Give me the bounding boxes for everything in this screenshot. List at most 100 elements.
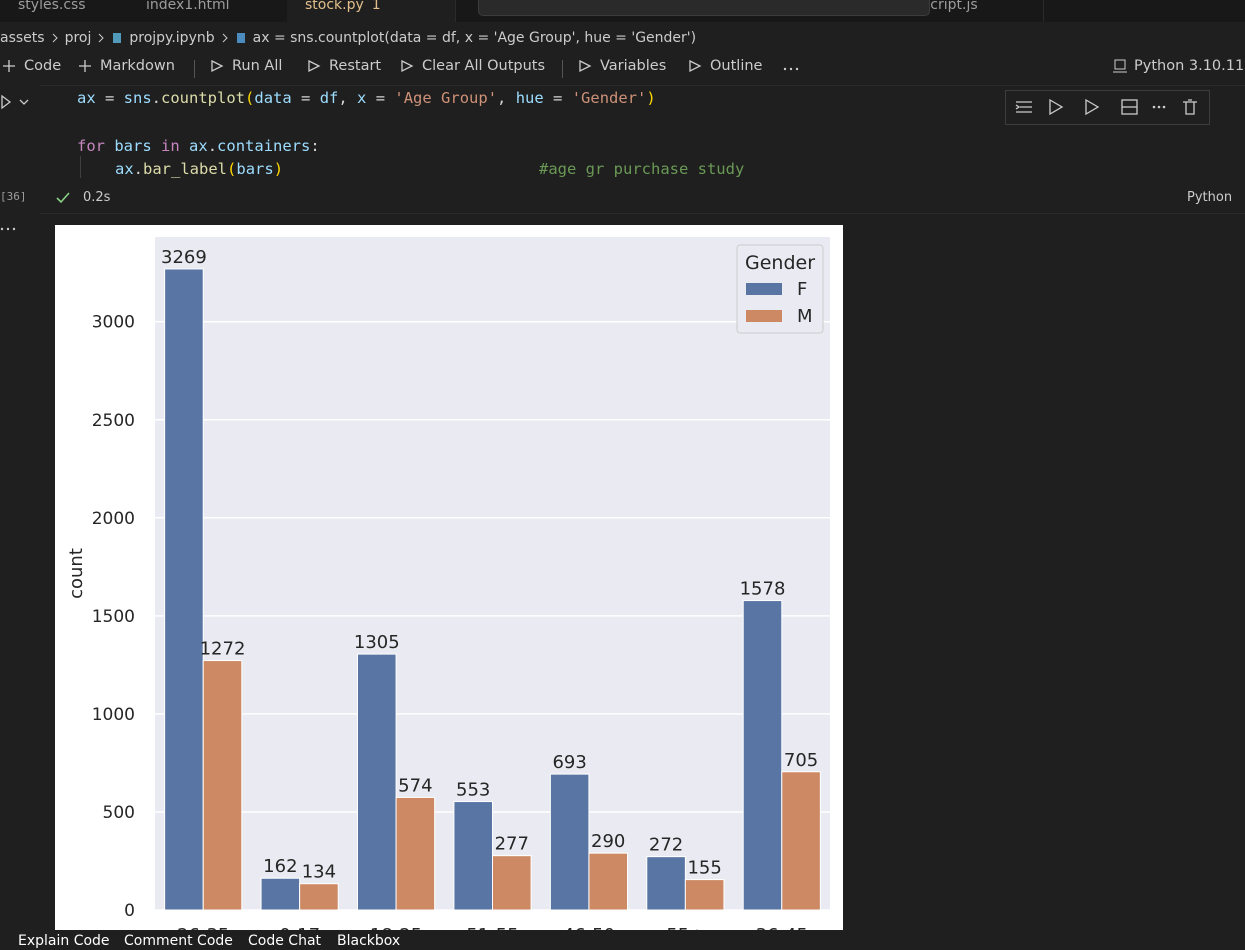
icon-shape <box>79 60 91 72</box>
toolbar-button[interactable]: Variables <box>576 58 666 74</box>
status-item[interactable]: Comment Code <box>124 933 233 949</box>
toolbar-button[interactable]: Markdown <box>76 58 175 74</box>
legend-label: F <box>797 279 807 300</box>
breadcrumb-item[interactable]: assets <box>0 30 45 46</box>
icon-shape <box>3 60 15 72</box>
cell-run-toggle[interactable] <box>0 92 34 116</box>
code-token: ) <box>646 89 656 107</box>
value-label: 290 <box>591 831 625 852</box>
breadcrumb-item[interactable]: projpy.ipynb <box>129 30 215 46</box>
cell-status: 0.2s <box>55 190 110 205</box>
x-tick-label: 36-45 <box>756 925 808 930</box>
toolbar-button[interactable]: Run All <box>208 58 282 74</box>
editor-tab[interactable]: styles.css <box>0 0 139 22</box>
status-item[interactable]: Code Chat <box>248 933 322 949</box>
breadcrumb-item[interactable]: proj <box>64 30 92 46</box>
indent-guide <box>80 156 81 178</box>
kernel-name: Python 3.10.11 <box>1134 58 1245 74</box>
output-menu[interactable] <box>0 222 20 238</box>
toolbar-icon <box>211 59 224 73</box>
bar <box>742 600 783 911</box>
code-token: hue <box>515 89 544 107</box>
tab-bar: styles.css index1.html stock.py 1 script.js <box>0 0 1245 22</box>
value-label: 162 <box>263 856 297 877</box>
y-tick-label: 1000 <box>92 705 135 725</box>
command-center[interactable] <box>478 0 930 16</box>
toolbar-icon <box>689 59 702 73</box>
legend-label: M <box>797 306 813 327</box>
code-token: . <box>151 89 162 107</box>
toolbar-label: Variables <box>600 58 667 74</box>
toolbar-button[interactable]: Restart <box>305 58 381 74</box>
chart: 0 500 1000 1500 2000 2500 3000 count 26-35 3269 12… <box>66 237 830 930</box>
editor-tab[interactable]: index1.html <box>128 0 299 22</box>
success-check <box>56 191 70 203</box>
toolbar-button[interactable]: Clear All Outputs <box>398 58 545 74</box>
value-label: 553 <box>456 780 490 801</box>
toolbar-icon <box>79 60 91 72</box>
kernel-picker[interactable]: Python 3.10.11 <box>1112 58 1244 74</box>
code-token: in <box>161 137 180 155</box>
y-tick-label: 1500 <box>92 607 135 627</box>
code-token: bars <box>236 160 274 178</box>
y-tick-label: 2500 <box>92 411 135 431</box>
code-token: , <box>497 89 516 107</box>
value-label: 693 <box>552 752 586 773</box>
dot <box>789 67 793 71</box>
cell-language[interactable]: Python <box>1187 190 1233 205</box>
code-token: ax <box>77 89 96 107</box>
breadcrumb-icon <box>113 33 122 43</box>
icon-shape <box>236 33 245 43</box>
value-label: 155 <box>687 858 721 879</box>
status-item[interactable]: Explain Code <box>18 933 110 949</box>
toolbar-icon <box>401 59 414 73</box>
code-token: = <box>543 89 572 107</box>
code-token: bar_label <box>143 160 228 178</box>
toolbar-label: Outline <box>710 58 763 74</box>
bar <box>357 653 397 911</box>
y-tick-label: 3000 <box>92 313 135 333</box>
status-item[interactable]: Blackbox <box>337 933 401 949</box>
ellipsis <box>0 227 16 231</box>
cell-toolbar <box>1005 90 1210 125</box>
code-token: ax <box>189 137 208 155</box>
toolbar-divider <box>194 60 195 78</box>
execution-count: [36] <box>0 190 27 203</box>
bar <box>588 852 629 911</box>
code-line: for bars in ax.containers: <box>77 137 320 155</box>
breadcrumb-separator <box>52 33 58 43</box>
code-token: containers <box>217 137 311 155</box>
breadcrumb-separator <box>99 33 105 43</box>
value-label: 705 <box>784 750 818 771</box>
y-axis-label: count <box>66 548 87 599</box>
dot <box>783 67 787 71</box>
toolbar-icon <box>3 60 15 72</box>
breadcrumb-item[interactable]: ax = sns.countplot(data = df, x = 'Age G… <box>252 30 697 46</box>
bar <box>453 801 493 911</box>
legend-title: Gender <box>745 252 815 274</box>
bar <box>164 268 204 911</box>
value-label: 1578 <box>740 579 786 600</box>
toolbar-label: Code <box>24 58 62 74</box>
code-token: , <box>338 89 358 107</box>
chevron <box>99 33 105 43</box>
icon-shape <box>211 59 224 73</box>
run-icon <box>1 94 29 110</box>
editor-tab[interactable]: stock.py 1 <box>287 0 456 22</box>
toolbar-button[interactable]: Outline <box>686 58 762 74</box>
code-token: bars <box>114 137 152 155</box>
x-tick-label: 46-50 <box>563 925 615 930</box>
code-token <box>152 137 161 155</box>
code-token <box>105 137 114 155</box>
notebook-toolbar: Python 3.10.11 Code Markdown Run All Restar… <box>0 58 1245 80</box>
icon-shape <box>401 59 414 73</box>
dot <box>795 67 799 71</box>
value-label: 574 <box>398 775 432 796</box>
status-bar: Explain Code Comment Code Code Chat Blackbo… <box>0 930 1245 950</box>
code-token: = <box>95 89 124 107</box>
editor-tab[interactable]: script.js <box>905 0 1044 22</box>
toolbar-button[interactable]: Code <box>0 58 61 74</box>
icon-shape <box>308 59 321 73</box>
kernel-icon <box>1113 59 1127 73</box>
